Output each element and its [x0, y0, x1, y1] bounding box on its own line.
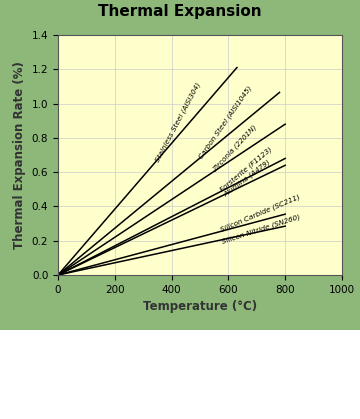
Text: Silicon Carbide (SC211): Silicon Carbide (SC211): [220, 194, 301, 233]
Text: Alumina (A479): Alumina (A479): [223, 159, 272, 198]
Text: Silicon Nitride (SN260): Silicon Nitride (SN260): [221, 213, 301, 245]
X-axis label: Temperature (°C): Temperature (°C): [143, 300, 257, 313]
Text: Stainless Steel (AISI304): Stainless Steel (AISI304): [154, 81, 202, 163]
Text: Carbon Steel (AISI1045): Carbon Steel (AISI1045): [197, 85, 253, 160]
Y-axis label: Thermal Expansion Rate (%): Thermal Expansion Rate (%): [13, 61, 26, 249]
Text: Zirconia (2201N): Zirconia (2201N): [211, 124, 258, 173]
Text: Thermal Expansion: Thermal Expansion: [98, 4, 262, 19]
Text: Forsterite (F1123): Forsterite (F1123): [219, 146, 273, 193]
